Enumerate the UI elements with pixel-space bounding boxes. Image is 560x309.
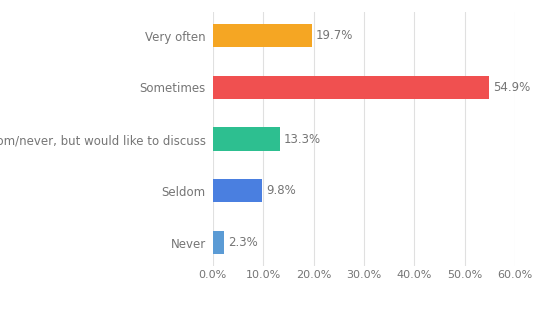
Bar — [213, 127, 280, 151]
Text: 19.7%: 19.7% — [316, 29, 353, 42]
Bar — [213, 179, 262, 202]
Text: 54.9%: 54.9% — [493, 81, 531, 94]
Text: 2.3%: 2.3% — [228, 236, 258, 249]
Bar — [213, 76, 489, 99]
Bar — [213, 231, 225, 254]
Text: 9.8%: 9.8% — [266, 184, 296, 197]
Text: 13.3%: 13.3% — [284, 133, 321, 146]
Bar — [213, 24, 312, 47]
